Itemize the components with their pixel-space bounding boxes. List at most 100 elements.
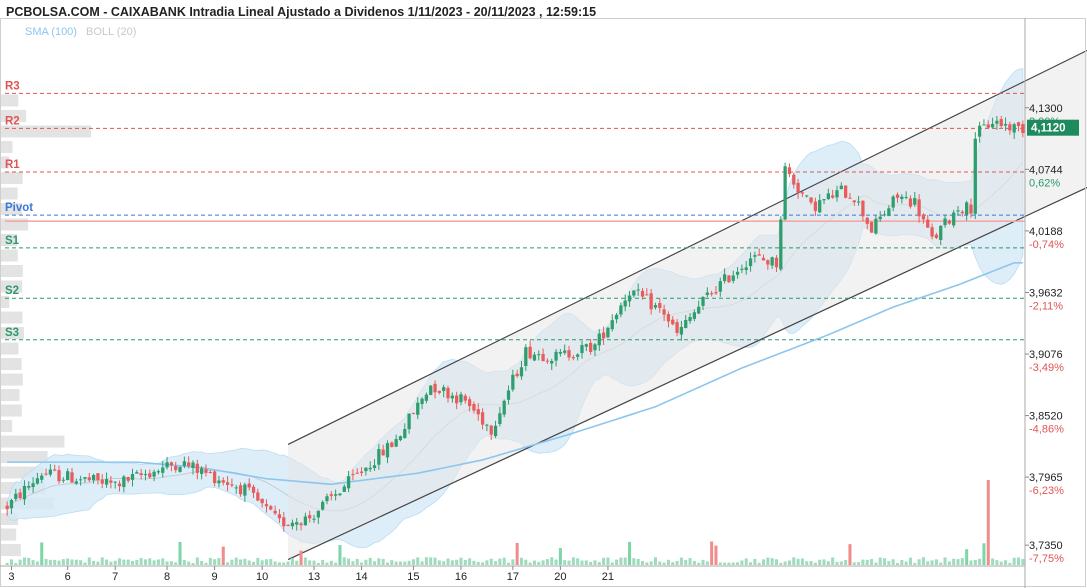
candle bbox=[917, 194, 921, 223]
sma-100-line bbox=[7, 261, 1023, 486]
candle-body bbox=[420, 398, 424, 405]
candle bbox=[571, 355, 575, 361]
candle bbox=[934, 232, 939, 240]
volume-bar bbox=[351, 561, 355, 565]
volume-bar bbox=[675, 561, 679, 565]
candle bbox=[671, 316, 675, 326]
candle bbox=[381, 444, 385, 456]
volume-profile-bar bbox=[0, 451, 48, 464]
candle-body bbox=[887, 208, 891, 216]
candle-body bbox=[174, 466, 178, 471]
candle bbox=[588, 339, 593, 355]
candle-body bbox=[1016, 122, 1021, 127]
candle bbox=[515, 369, 519, 378]
candle bbox=[329, 491, 333, 501]
volume-bar bbox=[338, 545, 342, 565]
candle bbox=[792, 172, 796, 189]
volume-profile-bar bbox=[0, 404, 22, 417]
candle bbox=[679, 320, 684, 341]
candle-body bbox=[956, 210, 960, 212]
candle bbox=[312, 514, 316, 523]
volume-bar bbox=[818, 559, 822, 565]
volume-bar bbox=[757, 562, 761, 565]
volume-bar bbox=[502, 557, 506, 565]
candle-body bbox=[506, 390, 511, 400]
candle-body bbox=[904, 196, 908, 198]
candle-body bbox=[766, 260, 770, 265]
candle bbox=[952, 209, 956, 228]
candle-body bbox=[83, 477, 87, 479]
candle bbox=[243, 482, 247, 502]
candle-body bbox=[813, 201, 818, 211]
x-tick-label: 8 bbox=[164, 571, 170, 583]
candle bbox=[1003, 117, 1008, 131]
candle bbox=[869, 221, 874, 233]
volume-bar bbox=[740, 560, 744, 565]
candle-body bbox=[977, 125, 982, 137]
y-tick-pct: -4,86% bbox=[1029, 424, 1064, 436]
volume-bars bbox=[5, 480, 1025, 565]
candle bbox=[580, 340, 584, 359]
candle-body bbox=[476, 409, 480, 415]
bollinger-band-area bbox=[6, 68, 1024, 549]
candle-body bbox=[528, 346, 532, 359]
volume-bar bbox=[398, 561, 402, 565]
volume-bar bbox=[437, 560, 441, 565]
volume-bar bbox=[178, 541, 182, 565]
volume-bar bbox=[524, 559, 528, 565]
candle bbox=[251, 484, 256, 499]
candle bbox=[165, 456, 169, 470]
volume-bar bbox=[826, 561, 830, 565]
candle-body bbox=[187, 462, 191, 467]
candle bbox=[649, 288, 653, 315]
last-price-label: 4,1120 bbox=[1031, 123, 1066, 135]
volume-bar bbox=[295, 560, 299, 565]
candle-body bbox=[576, 354, 580, 357]
volume-bar bbox=[658, 561, 662, 565]
candle bbox=[926, 215, 930, 228]
candle-body bbox=[312, 518, 316, 520]
candle bbox=[256, 488, 260, 502]
volume-bar bbox=[567, 560, 571, 565]
volume-bar bbox=[507, 562, 511, 565]
volume-profile-bar bbox=[0, 140, 13, 153]
candle-body bbox=[1012, 124, 1016, 133]
candle bbox=[645, 288, 649, 296]
pivot-label: R2 bbox=[5, 115, 20, 127]
volume-bar bbox=[835, 561, 839, 565]
candle bbox=[411, 412, 416, 415]
candle-body bbox=[40, 475, 44, 480]
candle-body bbox=[66, 471, 70, 481]
candle bbox=[662, 304, 666, 322]
candle-body bbox=[433, 383, 437, 393]
candle bbox=[18, 488, 22, 500]
volume-bar bbox=[213, 559, 217, 565]
volume-bar bbox=[684, 559, 688, 565]
candle-body bbox=[645, 294, 649, 296]
candle bbox=[277, 509, 282, 523]
candle bbox=[44, 468, 48, 476]
candle-body bbox=[930, 227, 934, 237]
candle bbox=[744, 260, 748, 275]
candle bbox=[597, 329, 601, 351]
candle bbox=[489, 424, 493, 441]
candle-body bbox=[9, 499, 14, 509]
volume-bar bbox=[640, 561, 645, 565]
candle bbox=[614, 313, 619, 324]
candle bbox=[442, 384, 446, 398]
pivot-label: R3 bbox=[5, 80, 20, 92]
candle-body bbox=[14, 493, 18, 500]
volume-bar bbox=[96, 561, 100, 565]
candle bbox=[939, 225, 943, 246]
volume-bar bbox=[53, 559, 57, 565]
candle-body bbox=[480, 412, 485, 425]
candle-body bbox=[204, 469, 208, 473]
volume-bar bbox=[118, 558, 122, 565]
candle-body bbox=[212, 471, 217, 484]
volume-bar bbox=[749, 562, 753, 565]
volume-bar bbox=[986, 480, 990, 565]
candle bbox=[731, 270, 735, 284]
volume-profile-bar bbox=[0, 435, 65, 448]
volume-bar bbox=[852, 562, 856, 565]
volume-bar bbox=[921, 557, 925, 565]
